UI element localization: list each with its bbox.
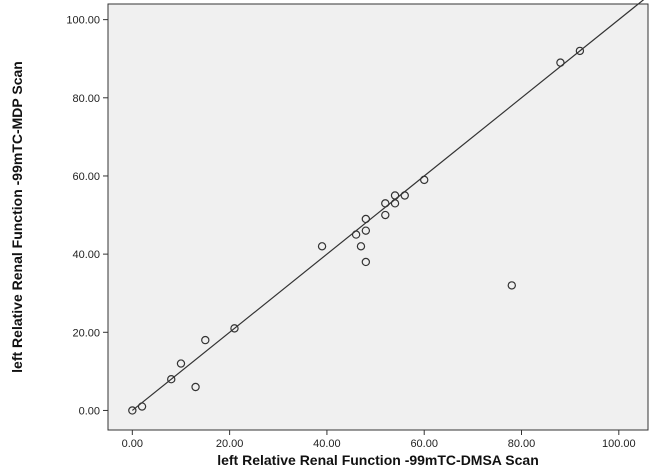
data-point	[356, 242, 366, 251]
x-tick-label: 60.00	[410, 438, 438, 450]
x-tick-label: 80.00	[508, 438, 536, 450]
y-tick-label: 100.00	[66, 15, 100, 27]
data-point	[361, 214, 371, 224]
plot-background	[107, 3, 649, 431]
x-tick-label: 40.00	[313, 438, 341, 450]
y-tick-label: 20.00	[72, 327, 100, 339]
y-axis-title: left Relative Renal Function -99mTC-MDP …	[9, 61, 25, 373]
data-points	[128, 46, 585, 415]
x-axis-ticks: 0.00 20.00 40.00 60.00 80.00 100.00	[122, 430, 636, 450]
data-point	[176, 359, 186, 368]
data-point	[230, 324, 239, 333]
data-point	[390, 199, 400, 208]
x-tick-label: 20.00	[216, 438, 244, 450]
data-point	[381, 210, 390, 220]
data-point	[556, 58, 565, 67]
x-tick-label: 0.00	[122, 438, 143, 450]
data-point	[575, 46, 585, 56]
data-point	[400, 191, 409, 200]
y-tick-label: 0.00	[79, 405, 100, 417]
data-point	[137, 402, 147, 411]
data-point	[420, 175, 429, 185]
data-point	[507, 281, 516, 290]
y-tick-label: 80.00	[72, 93, 100, 105]
identity-reference-line	[131, 0, 645, 411]
data-point	[361, 257, 371, 267]
y-tick-label: 60.00	[72, 171, 100, 183]
data-point	[128, 406, 137, 415]
y-tick-label: 40.00	[72, 249, 100, 261]
data-point	[351, 230, 361, 239]
data-point	[167, 374, 176, 384]
data-point	[201, 335, 210, 345]
y-axis-ticks: 0.00 20.00 40.00 60.00 80.00 100.00	[66, 15, 108, 417]
data-point	[381, 199, 390, 208]
data-point	[361, 226, 371, 235]
data-point	[390, 191, 400, 200]
data-point	[191, 382, 200, 392]
x-tick-label: 100.00	[602, 438, 636, 450]
data-point	[317, 242, 327, 251]
x-axis-title: left Relative Renal Function -99mTC-DMSA…	[217, 452, 539, 468]
